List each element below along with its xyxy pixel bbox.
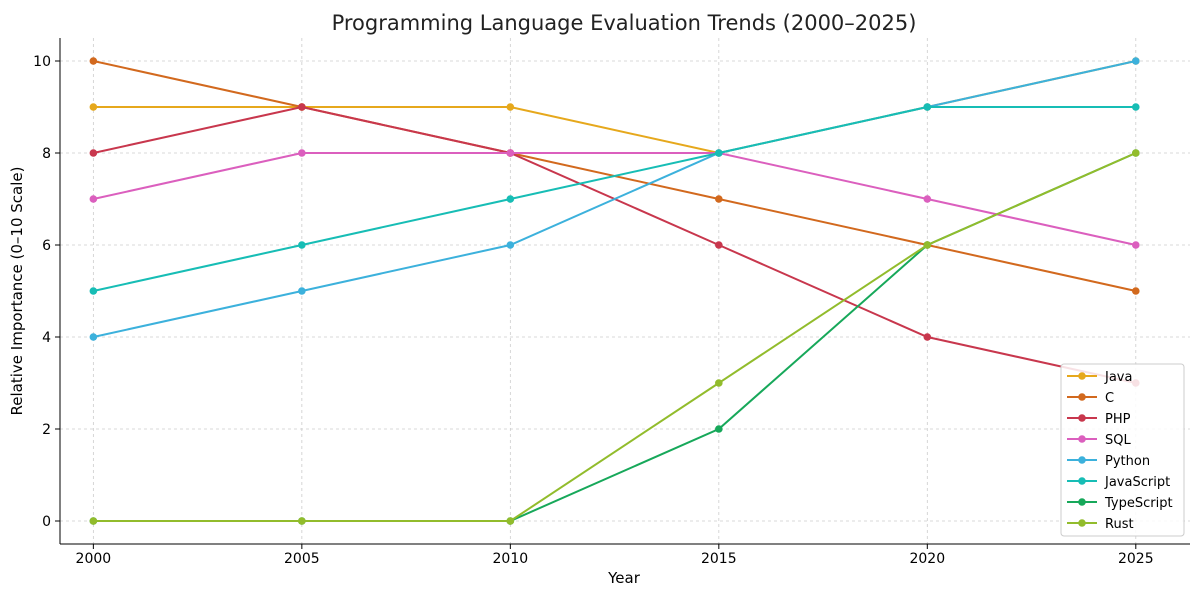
data-point-javascript xyxy=(89,287,98,295)
data-point-sql xyxy=(923,195,932,203)
data-point-c xyxy=(89,57,98,65)
data-point-php xyxy=(89,149,98,157)
data-point-java xyxy=(506,103,515,111)
data-point-php xyxy=(298,103,306,111)
data-point-rust xyxy=(1131,149,1140,157)
data-point-php xyxy=(715,241,723,249)
x-tick-label: 2020 xyxy=(909,551,945,567)
legend-swatch-marker xyxy=(1078,519,1086,527)
legend: Java C PHP SQL Python JavaScript TypeScript Rus… xyxy=(1060,363,1185,537)
legend-item-python: Python xyxy=(1067,454,1150,469)
x-tick-label: 2025 xyxy=(1118,551,1154,567)
data-point-sql xyxy=(506,149,515,157)
series-javascript xyxy=(89,103,1140,295)
legend-item-rust: Rust xyxy=(1067,517,1134,532)
series-line-sql xyxy=(93,152,1137,246)
data-point-typescript xyxy=(715,425,723,433)
data-point-rust xyxy=(506,517,515,525)
legend-item-java: Java xyxy=(1067,370,1132,385)
ticks: 2000 2005 2010 2015 2020 2025 0 2 4 6 8 10 xyxy=(33,54,1153,567)
data-point-javascript xyxy=(1131,103,1140,111)
legend-swatch-marker xyxy=(1078,372,1086,380)
x-tick-label: 2015 xyxy=(701,551,737,567)
y-tick-label: 0 xyxy=(42,514,51,530)
legend-item-sql: SQL xyxy=(1067,433,1131,448)
data-point-rust xyxy=(89,517,98,525)
data-point-php xyxy=(923,333,932,341)
legend-label: PHP xyxy=(1105,412,1131,427)
data-point-javascript xyxy=(506,195,515,203)
x-tick-label: 2000 xyxy=(76,551,112,567)
series-line-python xyxy=(93,60,1137,338)
series-line-rust xyxy=(93,152,1137,522)
data-point-sql xyxy=(1131,241,1140,249)
legend-swatch-marker xyxy=(1078,414,1086,422)
legend-swatch-marker xyxy=(1078,393,1086,401)
grid xyxy=(60,38,1190,544)
x-tick-label: 2010 xyxy=(493,551,529,567)
y-axis-title: Relative Importance (0–10 Scale) xyxy=(8,167,26,416)
y-tick-label: 10 xyxy=(33,54,51,70)
legend-swatch-marker xyxy=(1078,477,1086,485)
axes xyxy=(59,38,1190,545)
data-point-javascript xyxy=(715,149,723,157)
y-tick-label: 2 xyxy=(42,422,51,438)
data-point-javascript xyxy=(923,103,932,111)
data-point-sql xyxy=(89,195,98,203)
legend-label: JavaScript xyxy=(1104,475,1170,490)
data-point-c xyxy=(715,195,723,203)
data-point-python xyxy=(506,241,515,249)
y-tick-label: 6 xyxy=(42,238,51,254)
legend-label: C xyxy=(1105,391,1114,406)
data-point-rust xyxy=(298,517,306,525)
series-python xyxy=(89,57,1140,341)
data-point-python xyxy=(298,287,306,295)
legend-label: SQL xyxy=(1105,433,1131,448)
legend-label: TypeScript xyxy=(1104,496,1173,511)
x-tick-label: 2005 xyxy=(284,551,320,567)
data-point-javascript xyxy=(298,241,306,249)
legend-label: Java xyxy=(1104,370,1132,385)
legend-label: Python xyxy=(1105,454,1150,469)
data-point-c xyxy=(1131,287,1140,295)
data-point-rust xyxy=(715,379,723,387)
legend-swatch-marker xyxy=(1078,435,1086,443)
data-point-sql xyxy=(298,149,306,157)
y-tick-label: 8 xyxy=(42,146,51,162)
legend-item-typescript: TypeScript xyxy=(1067,496,1173,511)
legend-swatch-marker xyxy=(1078,456,1086,464)
y-tick-label: 4 xyxy=(42,330,51,346)
chart-title: Programming Language Evaluation Trends (… xyxy=(332,11,917,35)
series-line-javascript xyxy=(93,106,1136,292)
legend-item-javascript: JavaScript xyxy=(1067,475,1170,490)
series-rust xyxy=(89,149,1140,525)
legend-item-php: PHP xyxy=(1067,412,1131,427)
data-point-java xyxy=(89,103,98,111)
data-point-rust xyxy=(923,241,932,249)
data-point-python xyxy=(89,333,98,341)
legend-item-c: C xyxy=(1067,391,1114,406)
x-axis-title: Year xyxy=(607,569,641,587)
legend-box xyxy=(1060,363,1185,537)
legend-swatch-marker xyxy=(1078,498,1086,506)
legend-label: Rust xyxy=(1105,517,1134,532)
series xyxy=(89,57,1140,525)
data-point-python xyxy=(1131,57,1140,65)
